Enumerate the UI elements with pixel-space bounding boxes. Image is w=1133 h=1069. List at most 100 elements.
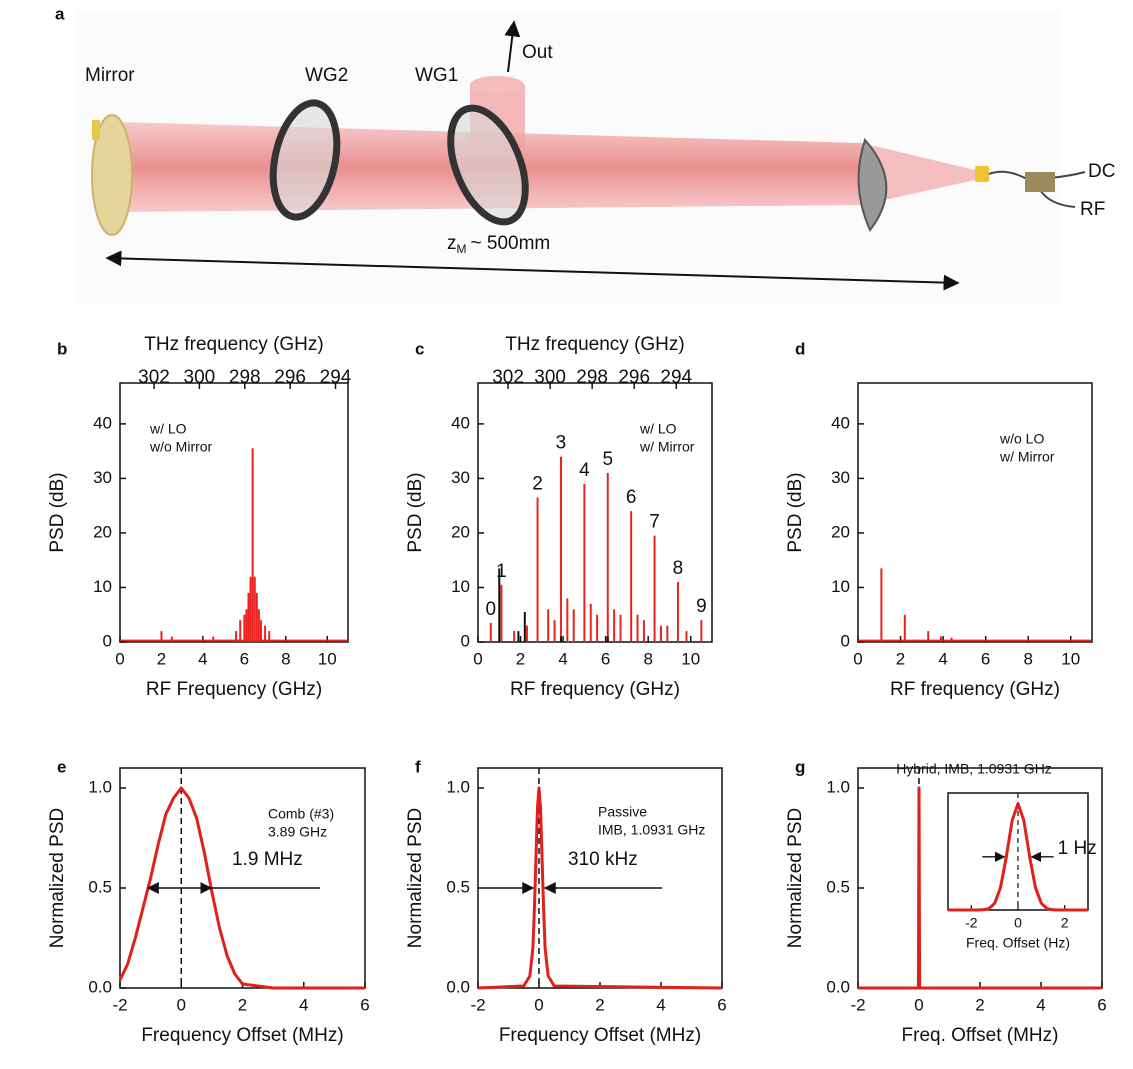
y-tick-label: 0.0 xyxy=(446,977,470,996)
x-tick-label: 6 xyxy=(240,649,249,668)
y-tick-label: 20 xyxy=(831,522,850,541)
peak-label: 3 xyxy=(556,433,567,454)
x2-tick-label: 300 xyxy=(184,367,216,388)
annotation: Passive xyxy=(598,804,647,820)
peak-label: 6 xyxy=(626,487,637,508)
x-tick-label: 0 xyxy=(473,649,482,668)
y-tick-label: 0.5 xyxy=(88,877,112,896)
y-tick-label: 0.0 xyxy=(88,977,112,996)
x-tick-label: 4 xyxy=(1036,995,1045,1014)
y-axis-label: PSD (dB) xyxy=(47,472,68,552)
x-tick-label: 2 xyxy=(896,649,905,668)
peak-label: 5 xyxy=(602,449,613,470)
annotation: w/o LO xyxy=(999,431,1044,447)
y-tick-label: 10 xyxy=(93,577,112,596)
panel-label: e xyxy=(57,757,66,776)
panel: g -2 0 2 4 6 0.0 0.5 1.0 Freq. Offset (MHz) Normal… xyxy=(785,757,1107,1046)
x-tick-label: 8 xyxy=(281,649,290,668)
out-beam-top xyxy=(470,76,524,94)
peak-label: 2 xyxy=(532,474,543,495)
setup-diagram: a Mirror WG2 WG1 Out DC RF zM ~ 500mm xyxy=(55,4,1115,305)
y-tick-label: 40 xyxy=(93,413,112,432)
distance-arrow xyxy=(105,250,960,291)
x-axis-label: Freq. Offset (Hz) xyxy=(966,935,1070,951)
y-tick-label: 30 xyxy=(831,468,850,487)
y-tick-label: 30 xyxy=(451,468,470,487)
x2-axis-label: THz frequency (GHz) xyxy=(144,334,323,355)
x-axis-label: RF Frequency (GHz) xyxy=(146,679,322,700)
x-tick-label: 0 xyxy=(115,649,124,668)
lens xyxy=(857,138,888,232)
y-tick-label: 1.0 xyxy=(446,777,470,796)
mirror xyxy=(91,114,133,236)
plot-frame xyxy=(857,382,1093,643)
x-tick-label: 0 xyxy=(1014,915,1022,931)
x-tick-label: 10 xyxy=(681,649,700,668)
x-tick-label: 0 xyxy=(534,995,543,1014)
distance-label: zM ~ 500mm xyxy=(447,233,550,256)
x-axis-label: Frequency Offset (MHz) xyxy=(499,1025,701,1046)
x-tick-label: 6 xyxy=(1097,995,1106,1014)
x2-tick-label: 296 xyxy=(274,367,306,388)
plot-frame xyxy=(119,767,366,989)
x-axis-label: Freq. Offset (MHz) xyxy=(902,1025,1059,1046)
dc-label: DC xyxy=(1088,161,1115,182)
x-tick-label: 6 xyxy=(717,995,726,1014)
y-tick-label: 40 xyxy=(831,413,850,432)
fwhm-label: 1.9 MHz xyxy=(232,849,303,870)
x2-tick-label: 302 xyxy=(138,367,170,388)
x-tick-label: 0 xyxy=(177,995,186,1014)
annotation: IMB, 1.0931 GHz xyxy=(598,822,705,838)
y-tick-label: 0 xyxy=(103,631,112,650)
x-tick-label: 2 xyxy=(238,995,247,1014)
x-tick-label: 2 xyxy=(157,649,166,668)
y-axis-label: PSD (dB) xyxy=(785,472,806,552)
distance-symbol: z xyxy=(447,233,457,254)
y-tick-label: 10 xyxy=(831,577,850,596)
annotation: w/o Mirror xyxy=(149,439,213,455)
y-tick-label: 1.0 xyxy=(826,777,850,796)
annotation: w/ LO xyxy=(639,421,677,437)
fwhm-label: 310 kHz xyxy=(568,849,638,870)
x-axis-label: RF frequency (GHz) xyxy=(890,679,1060,700)
x-tick-label: 10 xyxy=(1061,649,1080,668)
bias-tee xyxy=(1025,172,1055,192)
x-tick-label: -2 xyxy=(112,995,127,1014)
peak-label: 0 xyxy=(485,599,496,620)
panel-label: b xyxy=(57,339,67,358)
x-tick-label: 8 xyxy=(1023,649,1032,668)
plot-frame xyxy=(119,382,349,643)
wg2 xyxy=(269,99,341,221)
plot-frame xyxy=(477,382,713,643)
x2-tick-label: 298 xyxy=(229,367,261,388)
x-axis-label: RF frequency (GHz) xyxy=(510,679,680,700)
x-tick-label: 6 xyxy=(360,995,369,1014)
x-tick-label: 0 xyxy=(853,649,862,668)
x-axis-label: Frequency Offset (MHz) xyxy=(141,1025,343,1046)
wg1 xyxy=(447,104,529,226)
detector xyxy=(975,166,989,182)
curve xyxy=(118,786,365,990)
peak-label: 4 xyxy=(579,460,590,481)
beam-focus xyxy=(862,143,975,205)
x-tick-label: 4 xyxy=(938,649,947,668)
x-tick-label: 2 xyxy=(516,649,525,668)
plot-frame xyxy=(477,767,723,989)
annotation: Hybrid, IMB, 1.0931 GHz xyxy=(896,761,1052,777)
x-tick-label: 4 xyxy=(558,649,567,668)
x2-tick-label: 296 xyxy=(618,367,650,388)
x-tick-label: 0 xyxy=(914,995,923,1014)
panel-label: a xyxy=(55,4,65,23)
annotation: w/ LO xyxy=(149,421,187,437)
wg2-label: WG2 xyxy=(305,65,348,86)
x-tick-label: 2 xyxy=(595,995,604,1014)
x-tick-label: 10 xyxy=(318,649,337,668)
x2-tick-label: 302 xyxy=(492,367,524,388)
x-tick-label: 6 xyxy=(981,649,990,668)
peak-label: 9 xyxy=(696,596,707,617)
x-tick-label: 4 xyxy=(656,995,665,1014)
y-axis-label: Normalized PSD xyxy=(47,808,68,948)
annotation: Comb (#3) xyxy=(268,806,334,822)
x-tick-label: 4 xyxy=(198,649,207,668)
